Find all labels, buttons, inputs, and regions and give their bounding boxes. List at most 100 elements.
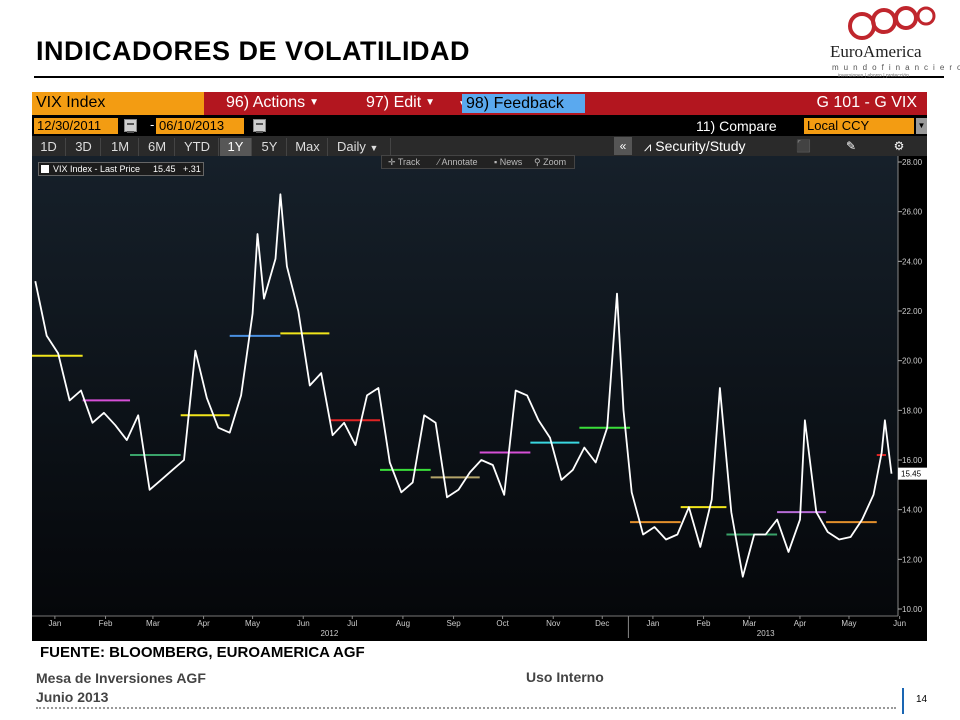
x-tick-label: Aug xyxy=(396,619,410,628)
year-label: 2012 xyxy=(320,629,338,638)
x-tick-label: Feb xyxy=(697,619,711,628)
edit-label: 97) Edit xyxy=(366,94,422,111)
x-tick-label: Mar xyxy=(742,619,756,628)
end-date-field[interactable]: 06/10/2013 xyxy=(156,118,244,134)
edit-chart-icon[interactable]: ✎ xyxy=(845,139,857,153)
start-date-field[interactable]: 12/30/2011 xyxy=(34,118,118,134)
x-tick-label: May xyxy=(245,619,260,628)
year-label: 2013 xyxy=(757,629,775,638)
footer-divider xyxy=(36,707,896,709)
bloomberg-terminal: VIX Index 96) Actions▼ 97) Edit▼ ▼ 98) F… xyxy=(32,92,927,641)
vix-price-line xyxy=(34,193,893,578)
last-price-tag xyxy=(898,467,927,480)
legend-change: +.31 xyxy=(183,164,201,174)
period-toolbar: 1D 3D 1M 6M YTD 1Y 5Y Max Daily ▼ « ⩘ Se… xyxy=(32,136,927,156)
legend-label: VIX Index - Last Price xyxy=(53,164,141,174)
zoom-tool[interactable]: ⚲ Zoom xyxy=(534,157,567,167)
logo-tagline: m u n d o f i n a n c i e r o xyxy=(832,63,960,72)
frequency-label: Daily xyxy=(337,139,366,154)
period-3d[interactable]: 3D xyxy=(67,138,101,156)
command-bar: VIX Index 96) Actions▼ 97) Edit▼ ▼ 98) F… xyxy=(32,92,927,115)
y-tick-label: 20.00 xyxy=(902,357,923,366)
y-tick-label: 14.00 xyxy=(902,506,923,515)
title-divider xyxy=(34,76,944,78)
x-tick-label: Nov xyxy=(546,619,560,628)
plot-background xyxy=(32,156,898,616)
period-6m[interactable]: 6M xyxy=(140,138,175,156)
x-tick-label: May xyxy=(841,619,856,628)
logo-subtagline: inversiones | ahorro | protección xyxy=(838,73,909,79)
news-tool[interactable]: ▪ News xyxy=(494,157,523,167)
x-tick-label: Jun xyxy=(893,619,906,628)
ticker-field[interactable]: VIX Index xyxy=(32,92,204,115)
period-ytd[interactable]: YTD xyxy=(176,138,219,156)
period-1d[interactable]: 1D xyxy=(32,138,66,156)
footer-department: Mesa de Inversiones AGF xyxy=(36,670,206,686)
security-study-label: Security/Study xyxy=(655,138,746,154)
news-label: News xyxy=(499,157,523,167)
x-tick-label: Jul xyxy=(347,619,357,628)
chart-legend: VIX Index - Last Price 15.45 +.31 xyxy=(38,162,204,176)
legend-checkbox[interactable] xyxy=(41,165,49,173)
settings-icon[interactable]: ⚙ xyxy=(893,139,905,153)
chart-tools: ✛ Track ⁄ Annotate ▪ News ⚲ Zoom xyxy=(381,155,575,169)
frequency-select[interactable]: Daily ▼ xyxy=(329,138,391,156)
period-1y[interactable]: 1Y xyxy=(220,138,252,156)
edit-menu[interactable]: 97) Edit ▼ xyxy=(362,92,439,115)
x-tick-label: Feb xyxy=(99,619,113,628)
compare-button[interactable]: 11) Compare xyxy=(696,118,777,134)
security-study-button[interactable]: ⩘ Security/Study xyxy=(644,137,746,156)
x-tick-label: Mar xyxy=(146,619,160,628)
dropdown-arrow-icon: ▼ xyxy=(425,97,436,109)
y-tick-label: 18.00 xyxy=(902,406,923,415)
footer-classification: Uso Interno xyxy=(526,669,604,685)
x-tick-label: Apr xyxy=(197,619,210,628)
y-tick-label: 12.00 xyxy=(902,555,923,564)
zoom-label: Zoom xyxy=(543,157,567,167)
function-code: G 101 - G VIX xyxy=(816,94,917,111)
x-tick-label: Dec xyxy=(595,619,609,628)
slide-title: INDICADORES DE VOLATILIDAD xyxy=(36,36,471,66)
x-tick-label: Apr xyxy=(794,619,807,628)
x-tick-label: Oct xyxy=(496,619,509,628)
y-tick-label: 26.00 xyxy=(902,208,923,217)
feedback-button[interactable]: 98) Feedback xyxy=(462,94,585,113)
calendar-icon[interactable] xyxy=(253,119,266,133)
annotate-label: Annotate xyxy=(441,157,478,167)
page-marker xyxy=(902,688,904,714)
actions-menu[interactable]: 96) Actions ▼ xyxy=(222,92,323,115)
pin-icon[interactable]: ⬛ xyxy=(796,139,811,153)
currency-dropdown-icon[interactable]: ▼ xyxy=(916,118,927,134)
x-tick-label: Jun xyxy=(297,619,310,628)
y-tick-label: 16.00 xyxy=(902,456,923,465)
legend-last-price: 15.45 xyxy=(153,164,176,174)
currency-select[interactable]: Local CCY xyxy=(804,118,914,134)
period-1m[interactable]: 1M xyxy=(102,138,139,156)
footer-date: Junio 2013 xyxy=(36,689,109,705)
annotate-tool[interactable]: ⁄ Annotate xyxy=(438,157,478,167)
dropdown-arrow-icon: ▼ xyxy=(309,97,320,109)
period-max[interactable]: Max xyxy=(288,138,328,156)
last-price-tag-label: 15.45 xyxy=(901,470,922,479)
x-tick-label: Jan xyxy=(646,619,659,628)
period-5y[interactable]: 5Y xyxy=(253,138,287,156)
dropdown-arrow-icon: ▼ xyxy=(369,143,379,153)
euroamerica-logo: EuroAmerica m u n d o f i n a n c i e r … xyxy=(828,4,960,79)
source-note: FUENTE: BLOOMBERG, EUROAMERICA AGF xyxy=(40,644,365,661)
x-tick-label: Sep xyxy=(446,619,461,628)
calendar-icon[interactable] xyxy=(124,119,137,133)
track-label: Track xyxy=(397,157,421,167)
track-tool[interactable]: ✛ Track xyxy=(388,157,421,167)
y-tick-label: 22.00 xyxy=(902,307,923,316)
date-range-bar: 12/30/2011 - 06/10/2013 11) Compare Loca… xyxy=(32,115,927,136)
y-tick-label: 10.00 xyxy=(902,605,923,614)
actions-label: 96) Actions xyxy=(226,94,306,111)
logo-circles-icon xyxy=(848,6,936,40)
page-number: 14 xyxy=(916,694,928,705)
date-separator: - xyxy=(150,117,155,132)
collapse-button[interactable]: « xyxy=(614,137,632,155)
x-tick-label: Jan xyxy=(48,619,61,628)
logo-name: EuroAmerica xyxy=(830,42,922,61)
chart-study-icon: ⩘ xyxy=(644,139,652,154)
vix-line-chart: 10.00 12.00 14.00 16.00 18.00 20.00 22.00 24.00… xyxy=(32,156,927,638)
